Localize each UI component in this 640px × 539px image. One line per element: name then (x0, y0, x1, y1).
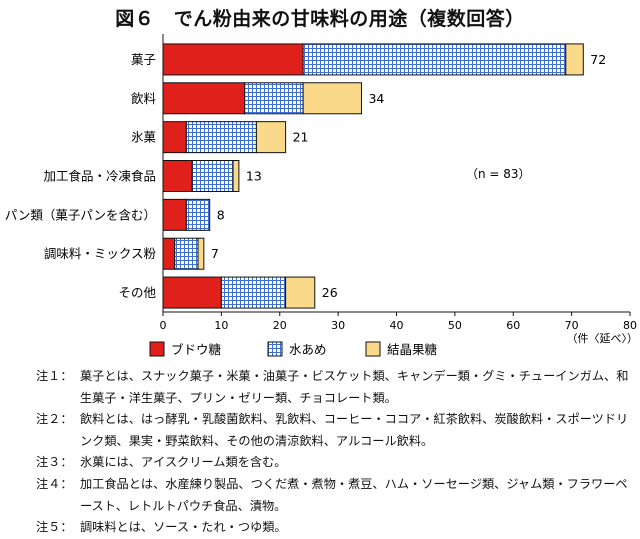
bar-segment-series-0 (162, 160, 193, 192)
legend-label: ブドウ糖 (171, 342, 222, 357)
x-tick-label: 0 (160, 319, 167, 332)
footnote-text: 加工食品とは、水産練り製品、つくだ煮・煮物・煮豆、ハム・ソーセージ類、ジャム類・… (80, 476, 628, 513)
x-tick-label: 70 (565, 319, 579, 332)
legend-swatch (267, 341, 283, 357)
bar-segment-series-2 (285, 276, 316, 309)
bar-segment-series-0 (162, 237, 176, 270)
category-label: 菓子 (131, 52, 156, 67)
footnotes: 注１： 菓子とは、スナック菓子・米菓・油菓子・ビスケット類、キャンデー類・グミ・チ… (36, 366, 636, 539)
bar-segment-series-0 (162, 43, 304, 76)
footnote: 注５： 調味料とは、ソース・たれ・つゆ類。 (36, 517, 636, 539)
bar-segment-series-2 (565, 43, 584, 76)
stacked-bar-chart: 72 34 21 13 8 7 26 菓子飲料氷菓加工食品・冷凍食品パン類（菓子パンを含む）… (5, 34, 639, 357)
bar-segment-series-2 (302, 82, 362, 115)
bar-segment-series-1 (185, 198, 211, 231)
footnote: 注１： 菓子とは、スナック菓子・米菓・油菓子・ビスケット類、キャンデー類・グミ・チ… (36, 366, 636, 409)
total-label: 72 (590, 52, 606, 67)
bar-segment-series-0 (162, 276, 222, 309)
total-label: 7 (211, 246, 219, 261)
bar-segment-series-1 (244, 82, 304, 115)
bar-segment-series-1 (220, 276, 287, 309)
bar-segment-series-0 (162, 198, 187, 231)
footnote-text: 氷菓には、アイスクリーム類を含む。 (80, 455, 287, 470)
bar-segment-series-0 (162, 121, 187, 154)
footnote-label: 注２： (36, 412, 73, 427)
x-tick-label: 30 (331, 319, 345, 332)
x-tick-label: 80 (623, 319, 637, 332)
category-label: パン類（菓子パンを含む） (5, 207, 156, 222)
legend-swatch (365, 341, 381, 357)
x-tick-label: 40 (390, 319, 404, 332)
footnote-text: 飲料とは、はっ酵乳・乳酸菌飲料、乳飲料、コーヒー・ココア・紅茶飲料、炭酸飲料・ス… (80, 412, 629, 448)
bar-segment-series-1 (174, 237, 199, 270)
category-label: 飲料 (131, 91, 157, 106)
total-label: 26 (322, 285, 338, 300)
x-tick-label: 60 (506, 319, 520, 332)
total-label: 34 (368, 91, 384, 106)
legend-label: 結晶果糖 (387, 342, 438, 357)
x-tick-label: 10 (214, 319, 228, 332)
footnote-label: 注４： (36, 476, 73, 491)
x-axis-unit-label: （件〈延べ〉） (567, 332, 639, 345)
category-label: 氷菓 (131, 130, 157, 145)
footnote-label: 注１： (36, 369, 73, 383)
footnote-label: 注５： (36, 520, 73, 535)
bar-segment-series-1 (185, 121, 257, 154)
sample-size-annotation: （n = 83） (466, 167, 531, 181)
category-label: 加工食品・冷凍食品 (43, 169, 156, 184)
chart-title: 図６ でん粉由来の甘味料の用途（複数回答） (115, 8, 525, 30)
bar-segment-series-1 (191, 160, 234, 192)
bar-segment-series-0 (162, 82, 246, 115)
bar-segment-series-1 (302, 43, 567, 76)
total-label: 8 (217, 207, 225, 222)
x-tick-label: 50 (448, 319, 462, 332)
total-label: 21 (293, 130, 309, 145)
legend-swatch (149, 341, 165, 357)
category-label: 調味料・ミックス粉 (44, 246, 157, 261)
footnote-label: 注３： (36, 455, 73, 470)
bar-segment-series-2 (255, 121, 287, 154)
footnote: 注２： 飲料とは、はっ酵乳・乳酸菌飲料、乳飲料、コーヒー・ココア・紅茶飲料、炭酸飲… (36, 409, 636, 452)
footnote: 注４： 加工食品とは、水産練り製品、つくだ煮・煮物・煮豆、ハム・ソーセージ類、ジャ… (36, 474, 636, 517)
bar-segment-series-2 (232, 160, 240, 192)
footnote: 注３： 氷菓には、アイスクリーム類を含む。 (36, 452, 636, 474)
footnote-text: 調味料とは、ソース・たれ・つゆ類。 (80, 520, 287, 535)
x-tick-label: 20 (273, 319, 287, 332)
total-label: 13 (246, 169, 262, 184)
bar-segment-series-2 (197, 237, 205, 270)
legend-label: 水あめ (289, 342, 327, 357)
category-label: その他 (118, 285, 156, 300)
footnote-text: 菓子とは、スナック菓子・米菓・油菓子・ビスケット類、キャンデー類・グミ・チューイ… (80, 369, 629, 405)
